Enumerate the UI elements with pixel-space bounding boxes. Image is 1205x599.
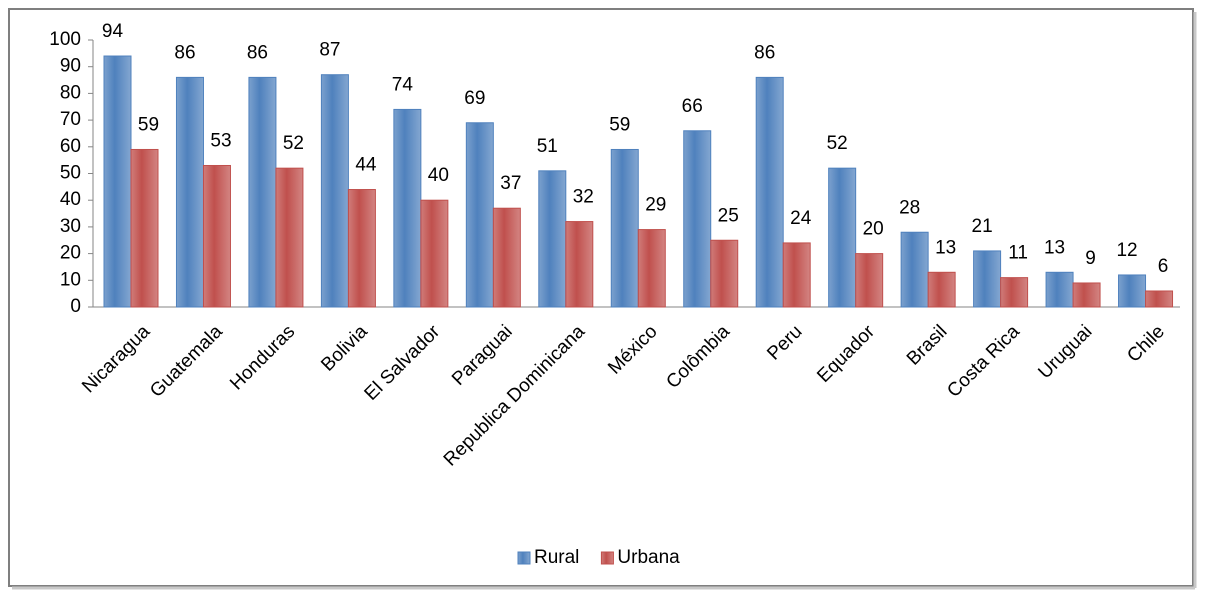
data-label: 59	[609, 114, 630, 135]
y-tick-label: 50	[60, 163, 81, 184]
data-label: 87	[319, 40, 340, 61]
data-label: 86	[247, 42, 268, 63]
bar	[320, 74, 349, 308]
bar	[130, 148, 159, 308]
y-tick-label: 40	[60, 189, 81, 210]
y-tick-label: 10	[60, 269, 81, 290]
bar	[1000, 277, 1029, 308]
y-tick-label: 0	[70, 296, 81, 317]
data-label: 29	[645, 195, 666, 216]
bar	[393, 108, 422, 308]
data-label: 86	[754, 42, 775, 63]
data-label: 86	[174, 42, 195, 63]
bar	[492, 207, 521, 308]
data-label: 44	[355, 155, 377, 176]
data-label: 74	[392, 74, 414, 95]
legend-swatch	[600, 551, 614, 565]
data-label: 66	[682, 96, 703, 117]
legend-swatch	[517, 551, 531, 565]
data-label: 59	[138, 114, 159, 135]
data-label: 21	[972, 216, 993, 237]
y-tick-label: 70	[60, 109, 81, 130]
y-tick-label: 80	[60, 82, 81, 103]
bar	[828, 167, 857, 308]
y-tick-label: 60	[60, 136, 81, 157]
data-label: 13	[935, 237, 956, 258]
data-label: 25	[718, 205, 739, 226]
bar	[202, 164, 231, 308]
data-label: 12	[1116, 240, 1137, 261]
data-label: 9	[1085, 248, 1096, 269]
data-label: 32	[573, 187, 594, 208]
data-label: 69	[464, 88, 485, 109]
bar	[637, 229, 666, 308]
bar	[420, 199, 449, 308]
data-label: 37	[500, 173, 521, 194]
y-tick-label: 100	[49, 29, 81, 50]
data-label: 52	[283, 133, 304, 154]
bar	[683, 130, 712, 308]
bar	[175, 76, 204, 308]
bar	[465, 122, 494, 308]
data-label: 11	[1008, 243, 1028, 264]
bar	[855, 253, 884, 308]
bar	[782, 242, 811, 308]
bar	[565, 221, 594, 308]
data-label: 13	[1044, 237, 1065, 258]
bar	[275, 167, 304, 308]
bar	[610, 148, 639, 308]
bar	[710, 239, 739, 308]
bar	[900, 231, 929, 308]
data-label: 20	[863, 219, 884, 240]
data-label: 6	[1158, 256, 1169, 277]
bar	[1118, 274, 1147, 308]
bar	[538, 170, 567, 308]
bar	[927, 271, 956, 308]
data-label: 51	[537, 136, 558, 157]
data-label: 24	[790, 208, 812, 229]
y-tick-label: 30	[60, 216, 81, 237]
bar	[973, 250, 1002, 308]
bar	[1072, 282, 1101, 308]
y-tick-label: 90	[60, 56, 81, 77]
bar	[1045, 271, 1074, 308]
bar	[103, 55, 132, 308]
y-tick-label: 20	[60, 243, 81, 264]
bar	[755, 76, 784, 308]
data-label: 53	[210, 131, 231, 152]
bar	[1145, 290, 1174, 308]
data-label: 40	[428, 165, 449, 186]
data-label: 94	[102, 21, 124, 42]
data-label: 28	[899, 197, 920, 218]
legend-label: Urbana	[617, 547, 680, 568]
data-label: 52	[827, 133, 848, 154]
bar	[347, 189, 376, 308]
bar	[248, 76, 277, 308]
legend-label: Rural	[534, 547, 579, 568]
